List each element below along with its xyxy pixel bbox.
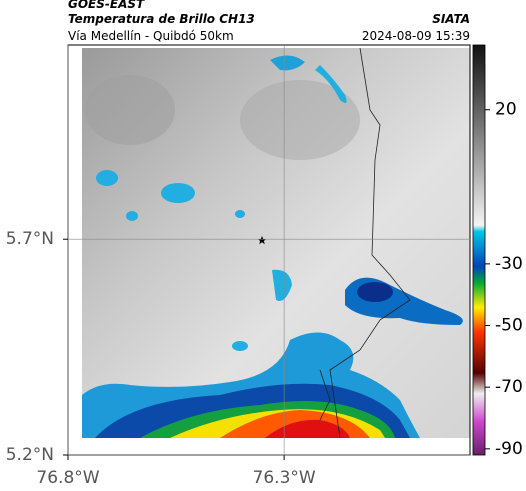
- colorbar-tick-label: -30: [495, 254, 523, 274]
- colorbar: [472, 44, 486, 456]
- timestamp: 2024-08-09 15:39: [362, 29, 470, 43]
- colorbar-tick-label: -90: [495, 439, 523, 459]
- colorbar-tick-label: -70: [495, 377, 523, 397]
- colorbar-tick-label: -50: [495, 316, 523, 336]
- satellite-image: [82, 47, 470, 439]
- x-tick-label: 76.3°W: [253, 468, 316, 488]
- caption: Vía Medellín - Quibdó 50km: [68, 29, 234, 43]
- title: GOES-EAST: [68, 0, 145, 11]
- x-tick-label: 76.8°W: [36, 468, 99, 488]
- y-tick-label: 5.7°N: [6, 229, 54, 249]
- subtitle: Temperatura de Brillo CH13: [68, 12, 255, 26]
- colorbar-tick-label: 20: [495, 100, 517, 120]
- source: SIATA: [432, 12, 470, 26]
- y-tick-label: 5.2°N: [6, 445, 54, 465]
